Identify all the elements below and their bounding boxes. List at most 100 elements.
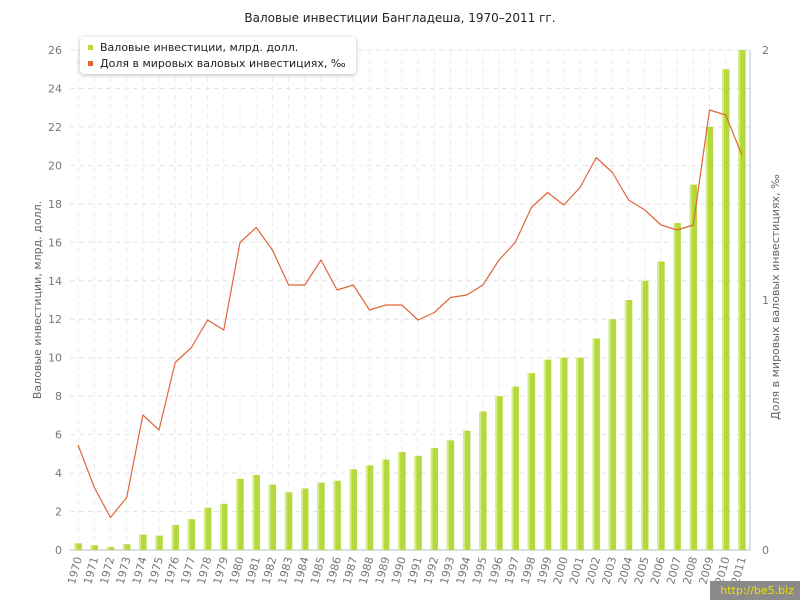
y-axis-title: Валовые инвестиции, млрд. долл. (31, 201, 44, 399)
y2-tick-label: 1 (762, 294, 769, 307)
legend-item-investment: Валовые инвестиции, млрд. долл. (88, 39, 346, 55)
bar (236, 478, 244, 550)
bar (203, 507, 212, 550)
bar (738, 50, 746, 550)
bar (511, 386, 519, 550)
y2-tick-label: 2 (762, 44, 769, 57)
bar (398, 451, 406, 550)
bar (657, 261, 665, 550)
y-tick-label: 6 (55, 429, 62, 442)
bar (268, 484, 277, 550)
bar (349, 469, 358, 550)
bar (560, 357, 568, 550)
bar (576, 357, 584, 550)
bar (673, 223, 681, 551)
y-tick-label: 12 (48, 313, 62, 326)
watermark[interactable]: http://be5.biz (710, 581, 800, 600)
bar-highlight (657, 261, 660, 550)
bar-highlight (576, 357, 579, 550)
y-tick-label: 14 (48, 275, 62, 288)
bar (543, 359, 552, 550)
bar (365, 465, 374, 550)
bar (252, 475, 260, 550)
bar (479, 411, 487, 550)
bar-highlight (171, 525, 174, 550)
bar-highlight (560, 357, 563, 550)
y-tick-label: 18 (48, 198, 62, 211)
bar (446, 440, 455, 550)
bar-highlight (236, 478, 239, 550)
bar (171, 525, 179, 550)
bar-highlight (495, 396, 498, 550)
bar (139, 534, 147, 550)
bar (106, 547, 115, 550)
bar-highlight (90, 545, 93, 550)
y-tick-label: 22 (48, 121, 62, 134)
bar-highlight (430, 448, 433, 550)
y-tick-label: 16 (48, 236, 62, 249)
bar-highlight (317, 482, 320, 550)
y-tick-label: 8 (55, 390, 62, 403)
bar (430, 448, 439, 550)
bar-highlight (122, 544, 125, 550)
bar-highlight (268, 484, 271, 550)
bar-highlight (333, 480, 336, 550)
bar-highlight (689, 184, 692, 550)
bar (122, 544, 131, 550)
line-series-share (77, 109, 743, 519)
bar-highlight (414, 455, 417, 550)
bar (721, 69, 730, 550)
legend-label-investment: Валовые инвестиции, млрд. долл. (100, 40, 299, 54)
bar-highlight (365, 465, 368, 550)
bar (74, 543, 82, 550)
bar (527, 373, 536, 550)
bar-highlight (592, 338, 595, 550)
plot-area (70, 50, 750, 550)
bar-highlight (624, 300, 627, 550)
legend-swatch-share (88, 60, 93, 66)
bar-highlight (203, 507, 206, 550)
y-tick-label: 0 (55, 544, 62, 557)
bar (462, 430, 471, 550)
bar-highlight (462, 430, 465, 550)
bar-highlight (349, 469, 352, 550)
bar (705, 126, 714, 550)
chart-title: Валовые инвестиции Бангладеша, 1970–2011… (244, 11, 555, 25)
y-tick-label: 2 (55, 506, 62, 519)
bar-highlight (511, 386, 514, 550)
y-tick-label: 26 (48, 44, 62, 57)
bar-highlight (74, 543, 77, 550)
legend-label-share: Доля в мировых валовых инвестициях, ‰ (100, 56, 346, 70)
bar (155, 535, 163, 550)
bar-highlight (139, 534, 142, 550)
bar-highlight (527, 373, 530, 550)
bar-highlight (721, 69, 724, 550)
bar (495, 396, 503, 550)
bar (220, 503, 228, 550)
y-tick-label: 24 (48, 82, 62, 95)
y-tick-label: 4 (55, 467, 62, 480)
bar-highlight (705, 126, 708, 550)
bar (624, 300, 633, 550)
bar-highlight (381, 459, 384, 550)
legend-item-share: Доля в мировых валовых инвестициях, ‰ (88, 55, 346, 71)
bar-highlight (738, 50, 741, 550)
y-tick-label: 20 (48, 159, 62, 172)
bar-highlight (446, 440, 449, 550)
y-tick-label: 10 (48, 352, 62, 365)
legend-swatch-investment (88, 44, 93, 50)
bar-highlight (398, 451, 401, 550)
bar (641, 280, 649, 550)
bar (301, 488, 309, 550)
bar-highlight (543, 359, 546, 550)
bar-highlight (187, 519, 190, 550)
bar (592, 338, 600, 550)
bar (317, 482, 325, 550)
bar (689, 184, 698, 550)
bar-highlight (155, 535, 158, 550)
legend: Валовые инвестиции, млрд. долл. Доля в м… (80, 37, 356, 74)
bar (90, 545, 99, 550)
bar-highlight (608, 319, 611, 550)
bar (414, 455, 422, 550)
